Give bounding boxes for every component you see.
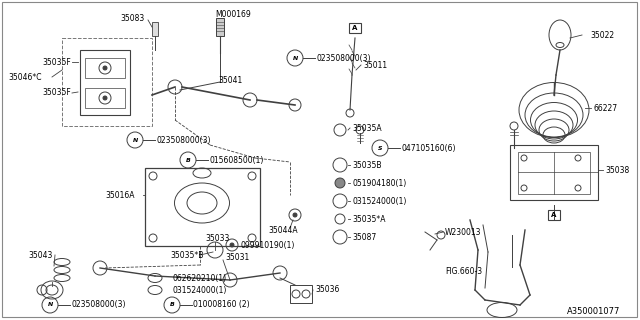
Text: 35035F: 35035F xyxy=(42,58,71,67)
Text: 099910190(1): 099910190(1) xyxy=(240,241,294,250)
Bar xyxy=(80,50,130,115)
Text: 023508000(3): 023508000(3) xyxy=(316,53,371,62)
Text: 35035*A: 35035*A xyxy=(352,214,385,223)
Circle shape xyxy=(103,66,107,70)
Text: 015608500(1): 015608500(1) xyxy=(209,156,264,164)
Bar xyxy=(548,210,560,220)
Text: 35035F: 35035F xyxy=(42,87,71,97)
Text: S: S xyxy=(378,146,382,150)
Text: 062620210(1): 062620210(1) xyxy=(172,274,226,283)
Bar xyxy=(62,38,152,126)
Text: 010008160 (2): 010008160 (2) xyxy=(193,300,250,309)
Circle shape xyxy=(335,178,345,188)
Text: 35044A: 35044A xyxy=(268,226,298,235)
Text: 35043: 35043 xyxy=(28,251,52,260)
Text: A: A xyxy=(352,25,358,31)
Text: 35035B: 35035B xyxy=(352,161,381,170)
Text: M000169: M000169 xyxy=(215,10,251,19)
Text: 35022: 35022 xyxy=(590,30,614,39)
Text: 35041: 35041 xyxy=(218,76,243,84)
Text: 35035A: 35035A xyxy=(352,124,381,132)
Bar xyxy=(85,88,125,108)
Bar xyxy=(349,23,361,33)
Bar xyxy=(216,18,224,36)
Text: 047105160(6): 047105160(6) xyxy=(401,143,456,153)
Text: 35083: 35083 xyxy=(120,13,144,22)
Text: 35046*C: 35046*C xyxy=(8,73,42,82)
Text: 051904180(1): 051904180(1) xyxy=(352,179,406,188)
Text: 031524000(1): 031524000(1) xyxy=(172,285,227,294)
Text: B: B xyxy=(186,157,190,163)
Circle shape xyxy=(293,213,297,217)
Bar xyxy=(85,58,125,78)
Bar xyxy=(152,22,158,36)
Text: A350001077: A350001077 xyxy=(566,308,620,316)
Text: 023508000(3): 023508000(3) xyxy=(71,300,125,309)
Text: W230013: W230013 xyxy=(445,228,481,236)
Text: N: N xyxy=(47,302,52,308)
Bar xyxy=(145,168,260,246)
Circle shape xyxy=(230,243,234,247)
Bar xyxy=(290,285,312,303)
Text: 35038: 35038 xyxy=(605,165,629,174)
Text: 35016A: 35016A xyxy=(105,190,134,199)
Text: A: A xyxy=(551,212,557,218)
Text: 031524000(1): 031524000(1) xyxy=(352,196,406,205)
Text: N: N xyxy=(292,55,298,60)
Text: 35087: 35087 xyxy=(352,233,376,242)
Circle shape xyxy=(103,96,107,100)
FancyBboxPatch shape xyxy=(2,2,637,317)
Text: N: N xyxy=(132,138,138,142)
Text: 35033: 35033 xyxy=(205,234,229,243)
Text: 66227: 66227 xyxy=(593,103,617,113)
Text: FIG.660-3: FIG.660-3 xyxy=(445,268,482,276)
Text: 023508000(3): 023508000(3) xyxy=(156,135,211,145)
Text: B: B xyxy=(170,302,174,308)
Bar xyxy=(510,145,598,200)
Text: 35011: 35011 xyxy=(363,60,387,69)
Bar xyxy=(518,152,590,194)
Text: 35035*B: 35035*B xyxy=(170,251,204,260)
Text: 35031: 35031 xyxy=(225,253,249,262)
Text: 35036: 35036 xyxy=(315,285,339,294)
